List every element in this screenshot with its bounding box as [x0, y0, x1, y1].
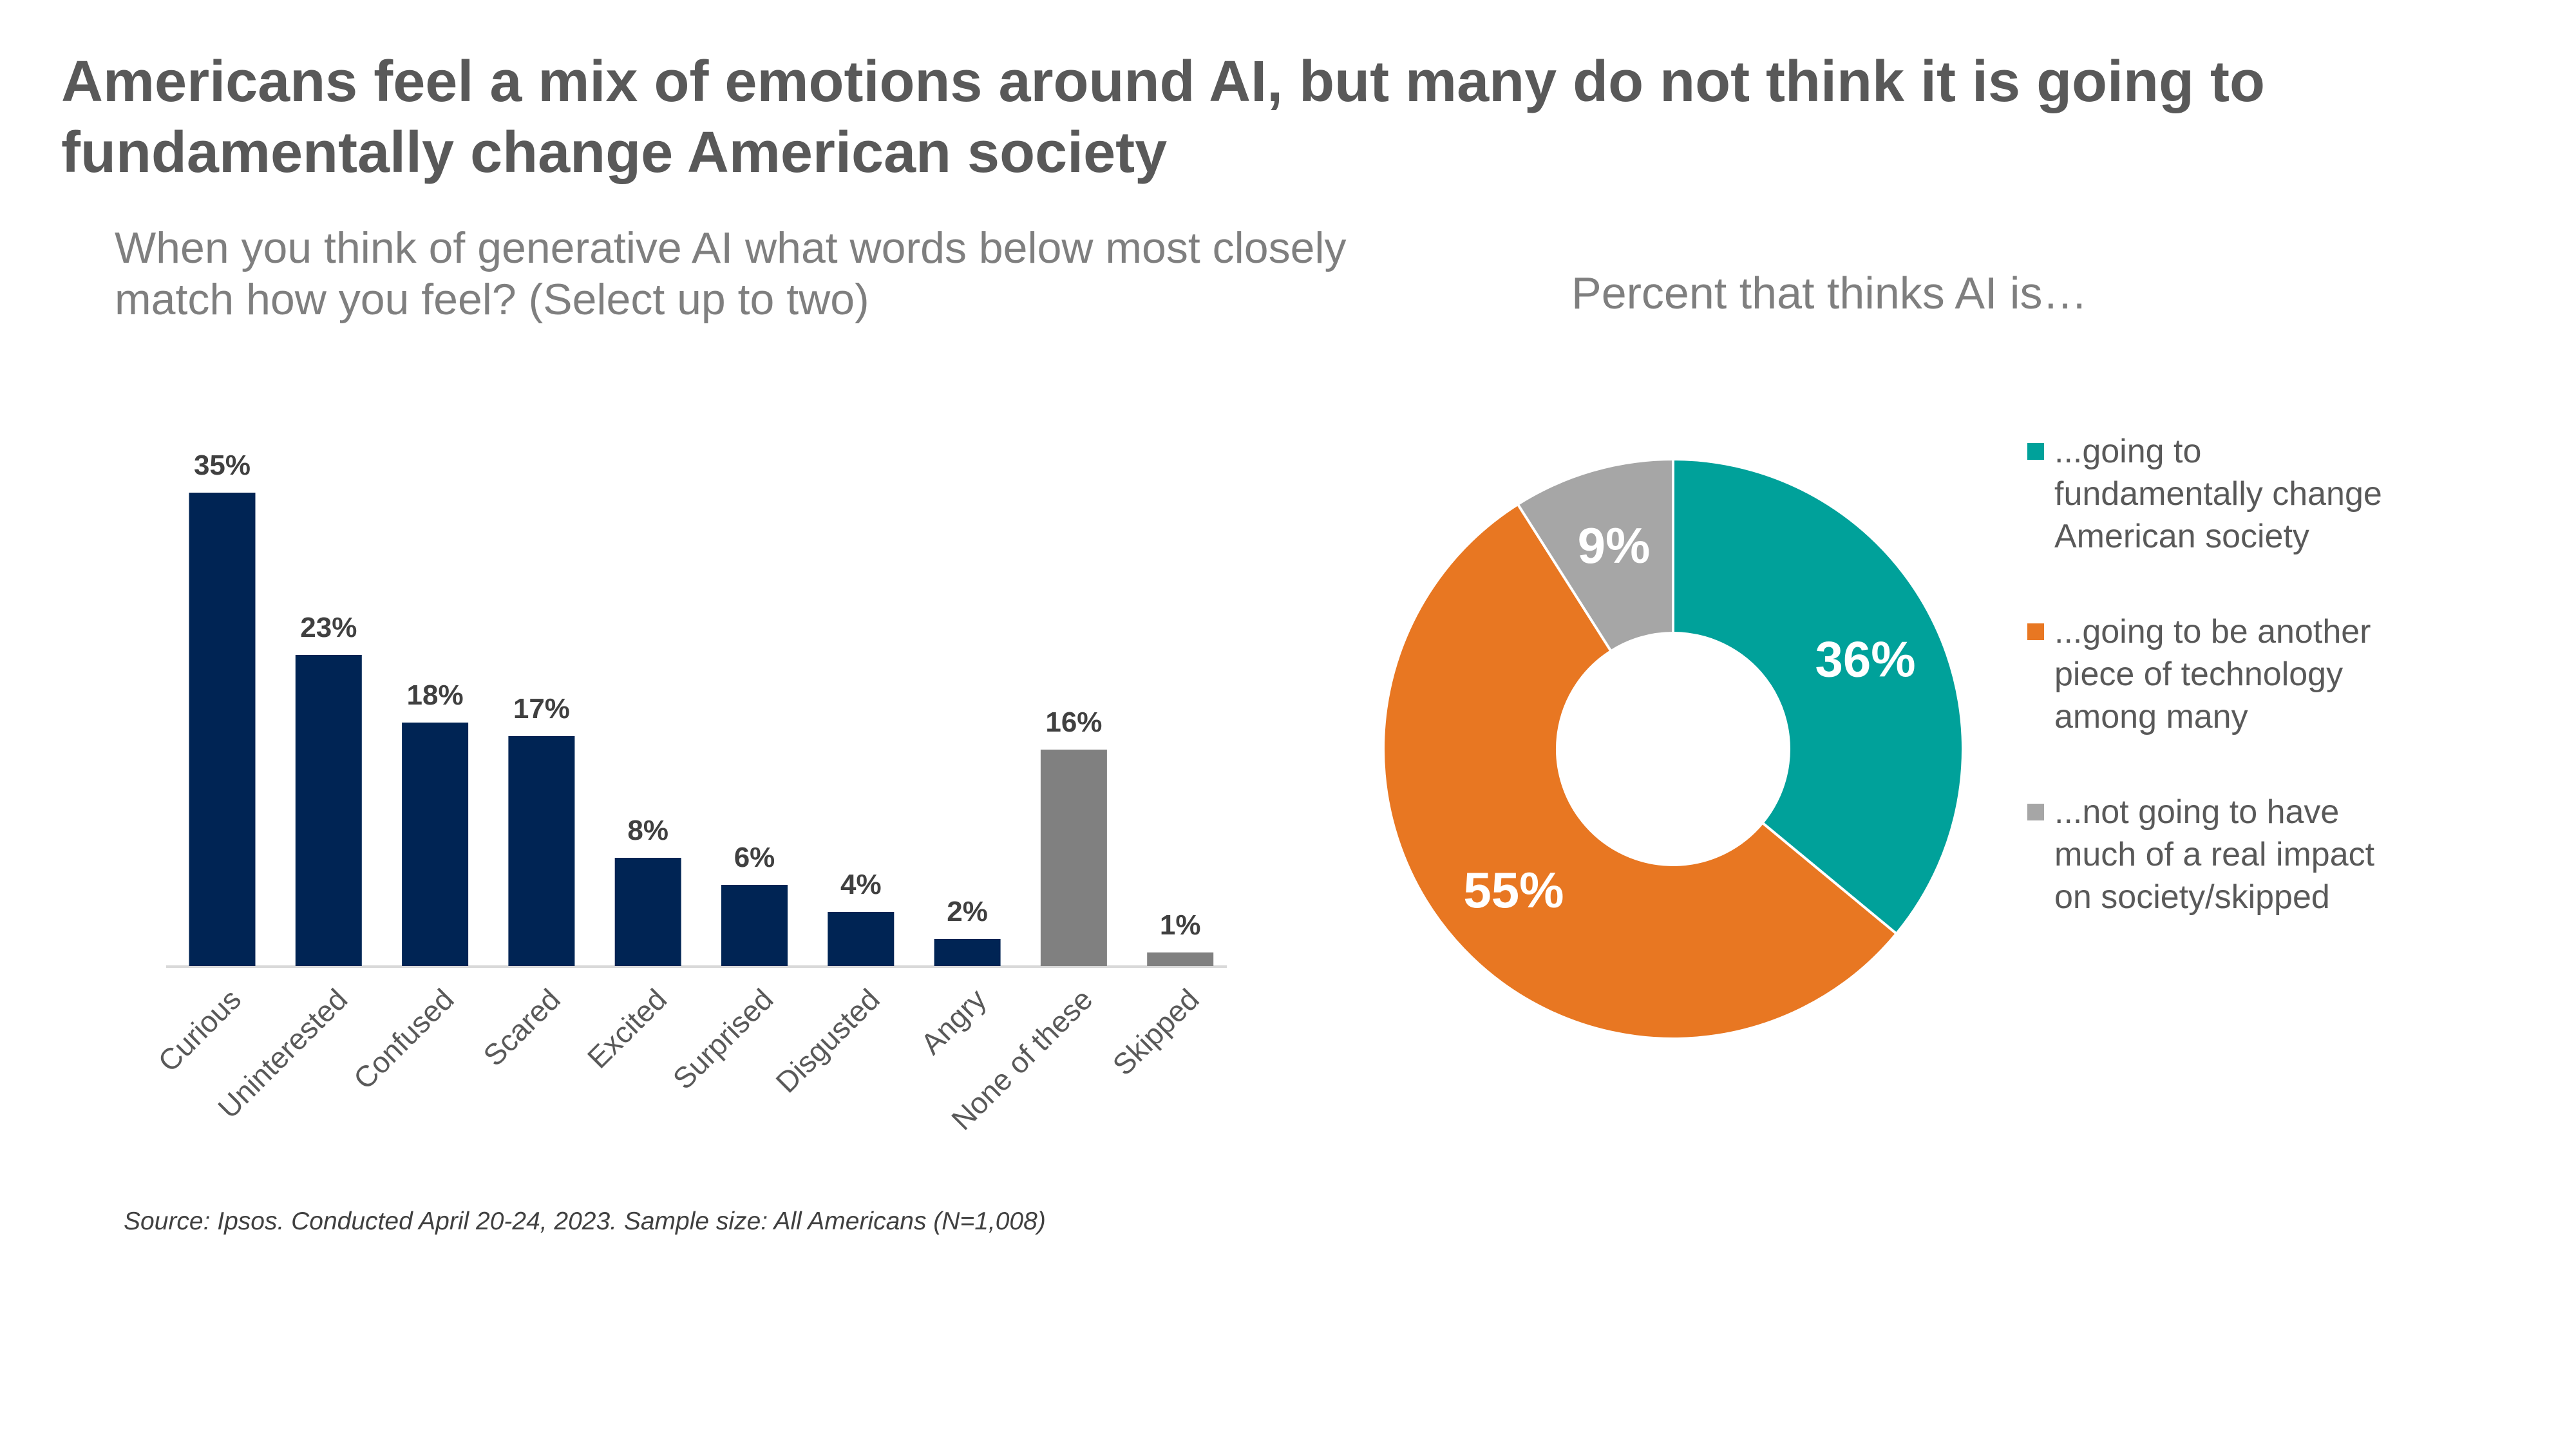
donut-legend: ...going to fundamentally change America…: [2027, 430, 2414, 971]
bar-excited: [614, 858, 681, 966]
bar-data-label: 35%: [194, 450, 251, 481]
slice-data-label: 9%: [1578, 517, 1651, 574]
bar-chart-title: When you think of generative AI what wor…: [115, 223, 1347, 324]
x-tick-label: Excited: [581, 982, 673, 1074]
legend-label: ...going to fundamentally change America…: [2054, 433, 2382, 555]
x-tick-label: Skipped: [1106, 982, 1205, 1081]
x-tick-label: Scared: [477, 982, 567, 1072]
bar-none-of-these: [1040, 750, 1107, 966]
legend-swatch-orange: [2027, 623, 2044, 640]
bar-skipped: [1147, 952, 1214, 966]
bar-surprised: [721, 885, 788, 966]
bar-confused: [402, 723, 469, 966]
legend-item-fundamental-change: ...going to fundamentally change America…: [2027, 430, 2414, 558]
x-tick-label: Curious: [151, 982, 247, 1078]
slice-data-label: 55%: [1463, 862, 1564, 918]
legend-swatch-gray: [2027, 804, 2044, 820]
bar-data-label: 1%: [1160, 909, 1201, 941]
bar-data-label: 6%: [734, 842, 775, 873]
bar-uninterested: [295, 655, 362, 966]
bar-curious: [189, 493, 256, 966]
bar-data-label: 23%: [300, 612, 357, 643]
x-tick-label: Disgusted: [769, 982, 886, 1099]
legend-label: ...going to be another piece of technolo…: [2054, 613, 2371, 735]
legend-item-no-real-impact: ...not going to have much of a real impa…: [2027, 791, 2414, 918]
donut-chart-title: Percent that thinks AI is…: [1571, 268, 2088, 318]
bar-data-label: 2%: [947, 896, 988, 927]
source-note: Source: Ipsos. Conducted April 20-24, 20…: [124, 1208, 1046, 1235]
donut-chart: 36% 55% 9%: [1382, 457, 1964, 1040]
x-tick-label: Surprised: [667, 982, 780, 1095]
bar-disgusted: [828, 912, 895, 966]
x-tick-label: Confused: [347, 982, 460, 1095]
bar-data-label: 17%: [513, 693, 570, 724]
legend-swatch-teal: [2027, 443, 2044, 460]
x-tick-label: Angry: [914, 982, 992, 1061]
legend-item-another-technology: ...going to be another piece of technolo…: [2027, 611, 2414, 738]
page-title: Americans feel a mix of emotions around …: [61, 50, 2265, 185]
donut-slice: [1516, 457, 1674, 653]
bar-scared: [508, 736, 575, 966]
bar-chart: 35%Curious23%Uninterested18%Confused17%S…: [151, 450, 1227, 1137]
legend-label: ...not going to have much of a real impa…: [2054, 793, 2375, 916]
slice-data-label: 36%: [1815, 630, 1916, 687]
donut-slice: [1672, 457, 1964, 936]
bar-data-label: 16%: [1045, 706, 1102, 738]
bar-data-label: 18%: [407, 679, 464, 711]
bar-data-label: 8%: [627, 815, 668, 846]
bar-angry: [934, 939, 1001, 966]
donut-slice: [1382, 502, 1899, 1040]
bar-data-label: 4%: [840, 869, 882, 900]
